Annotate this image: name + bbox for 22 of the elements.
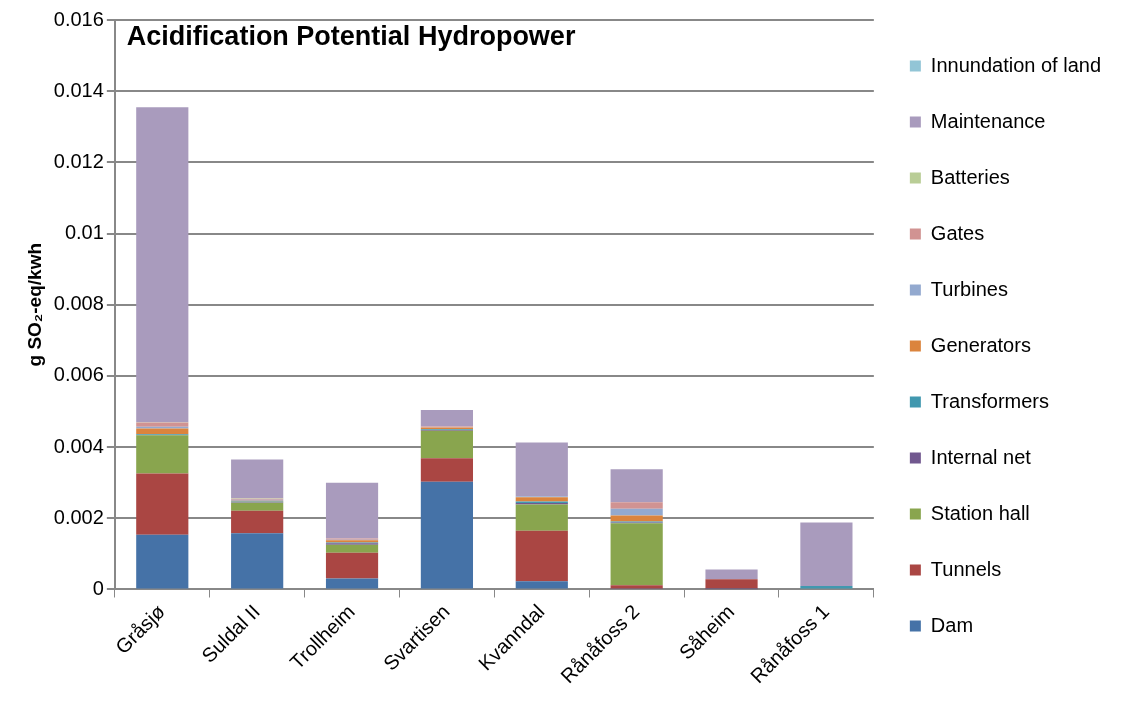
y-tick-label: 0.01 [64,221,104,244]
legend-label: Internal net [930,445,1032,468]
y-tick-label: 0.012 [53,149,104,172]
legend-label: Innundation of land [930,53,1102,76]
y-tick-label: 0.006 [53,363,104,386]
y-tick-label: 0.016 [53,7,104,30]
y-tick-label: 0 [92,577,104,600]
legend-label: Station hall [930,501,1030,524]
y-tick-label: 0.004 [53,434,104,457]
y-tick-label: 0.002 [53,505,104,528]
legend-label: Generators [930,333,1031,356]
legend-label: Turbines [930,277,1008,300]
y-tick-label: 0.008 [53,292,104,315]
y-axis-title: g SO₂-eq/kwh [23,242,45,367]
legend-label: Dam [930,613,974,636]
legend-label: Maintenance [930,109,1046,132]
legend-label: Transformers [930,389,1050,412]
legend-label: Gates [930,221,985,244]
y-tick-label: 0.014 [53,78,104,101]
chart-title: Acidification Potential Hydropower [126,20,576,51]
legend-label: Tunnels [930,557,1002,580]
legend-label: Batteries [930,165,1010,188]
